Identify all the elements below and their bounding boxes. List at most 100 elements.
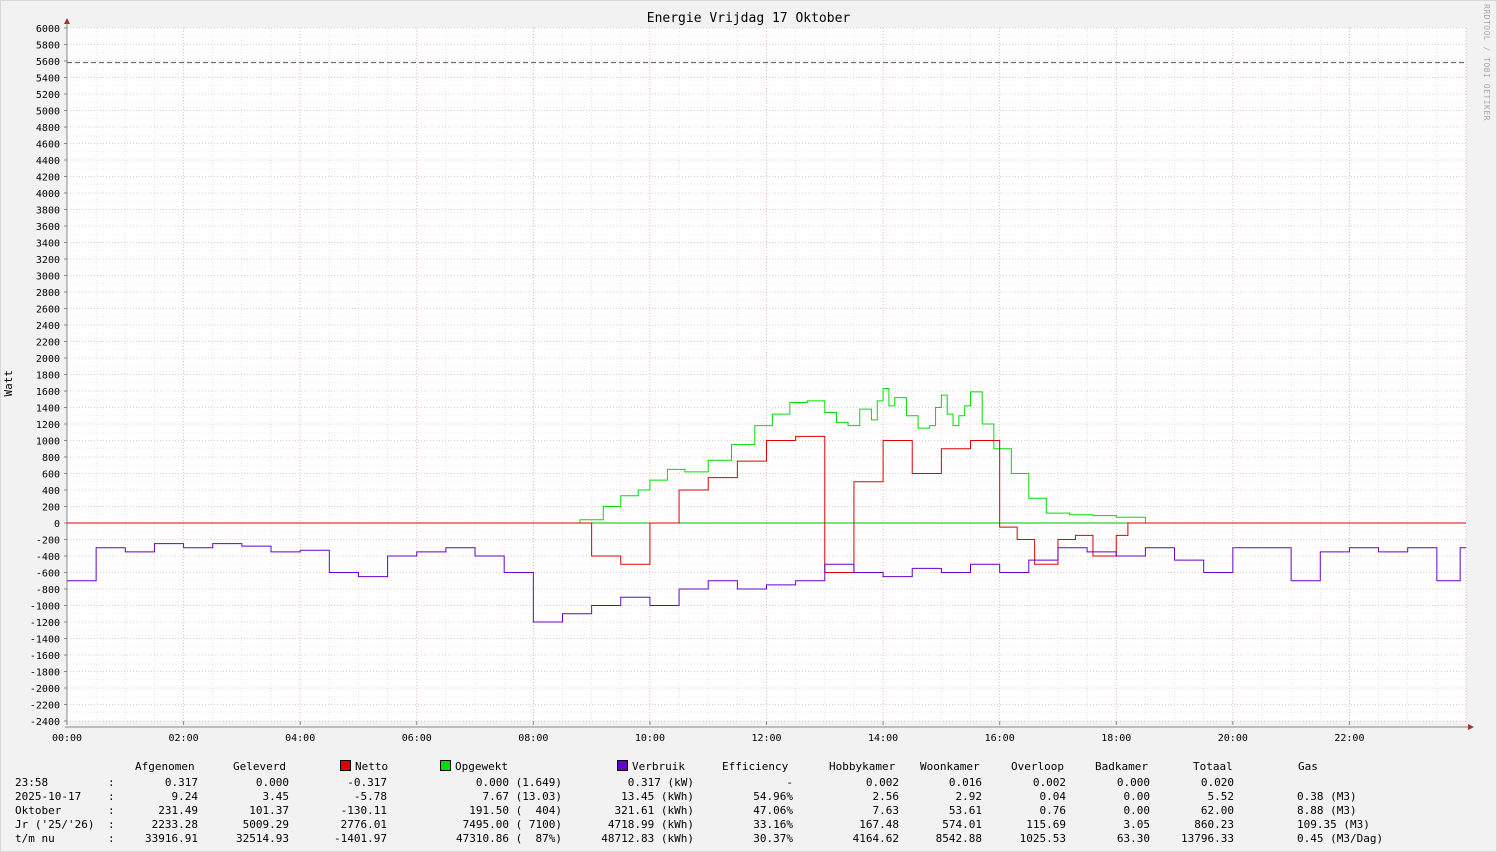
legend-header: Netto — [340, 760, 388, 774]
legend-value: 101.37 — [249, 804, 289, 817]
y-tick-label: 5200 — [36, 90, 60, 101]
y-tick-label: 1200 — [36, 420, 60, 431]
y-tick-label: 4400 — [36, 156, 60, 167]
y-tick-label: -1200 — [30, 618, 60, 629]
y-tick-label: 4000 — [36, 189, 60, 200]
legend-value: 8.88 (M3) — [1297, 804, 1357, 817]
legend-row-label: 2025-10-17 — [15, 790, 82, 803]
legend-header: Efficiency — [722, 760, 789, 773]
legend-header: Totaal — [1193, 760, 1233, 773]
y-tick-label: 600 — [42, 470, 60, 481]
legend-value: 167.48 — [859, 818, 899, 831]
legend-value: 3.05 — [1123, 818, 1151, 831]
legend-value: 33.16% — [753, 818, 793, 831]
y-tick-label: 400 — [42, 486, 60, 497]
legend-value: 7.63 — [872, 804, 900, 817]
legend-swatch-verbruik — [617, 760, 628, 771]
legend-value: - — [786, 776, 793, 789]
legend-value: 0.45 (M3/Dag) — [1297, 832, 1384, 845]
y-tick-label: 2600 — [36, 305, 60, 316]
y-tick-label: 6000 — [36, 24, 60, 35]
series-line-verbruik — [67, 543, 1466, 623]
x-tick-label: 10:00 — [635, 733, 665, 744]
x-tick-label: 08:00 — [518, 733, 548, 744]
y-tick-label: 3000 — [36, 272, 60, 283]
y-tick-label: 1600 — [36, 387, 60, 398]
x-tick-label: 22:00 — [1334, 733, 1364, 744]
x-tick-label: 18:00 — [1101, 733, 1131, 744]
y-tick-label: 1800 — [36, 371, 60, 382]
legend-value: 0.002 — [865, 776, 899, 789]
legend-row-label: Jr ('25/'26) — [15, 818, 95, 831]
y-tick-label: 4600 — [36, 140, 60, 151]
legend-row-label: Oktober — [15, 804, 62, 817]
legend-value: 1025.53 — [1019, 832, 1066, 845]
x-tick-label: 20:00 — [1218, 733, 1248, 744]
legend-value: 0.00 — [1123, 804, 1151, 817]
y-tick-label: 5000 — [36, 107, 60, 118]
y-tick-label: -1400 — [30, 635, 60, 646]
y-tick-label: 0 — [54, 519, 60, 530]
legend-value: 47310.86 ( 87%) — [456, 832, 562, 845]
legend-value: 53.61 — [948, 804, 982, 817]
y-tick-label: 5400 — [36, 74, 60, 85]
legend-header: Overloop — [1011, 760, 1064, 773]
legend-value: 2776.01 — [340, 818, 387, 831]
y-tick-label: 2000 — [36, 354, 60, 365]
x-tick-label: 06:00 — [402, 733, 432, 744]
legend-value: 30.37% — [753, 832, 793, 845]
legend-value: -5.78 — [353, 790, 387, 803]
y-tick-label: 3800 — [36, 206, 60, 217]
x-tick-label: 14:00 — [868, 733, 898, 744]
legend-value: 574.01 — [942, 818, 982, 831]
legend-header: Opgewekt — [440, 760, 508, 774]
legend-value: 0.76 — [1039, 804, 1067, 817]
x-axis-arrow — [1468, 724, 1474, 730]
legend-value: 0.38 (M3) — [1297, 790, 1357, 803]
legend-header: Hobbykamer — [829, 760, 896, 773]
legend-value: -0.317 — [347, 776, 387, 789]
legend-value: 33916.91 — [145, 832, 198, 845]
legend-value: 860.23 — [1194, 818, 1234, 831]
legend-value: 231.49 — [158, 804, 198, 817]
y-axis-arrow — [64, 18, 70, 24]
legend-header: Verbruik — [617, 760, 685, 774]
legend-value: 62.00 — [1200, 804, 1234, 817]
legend-separator: : — [108, 818, 115, 831]
legend-header: Afgenomen — [135, 760, 195, 773]
legend-value: 47.06% — [753, 804, 793, 817]
legend-row-label: t/m nu — [15, 832, 55, 845]
legend-value: 115.69 — [1026, 818, 1066, 831]
y-tick-label: 4800 — [36, 123, 60, 134]
y-tick-label: -800 — [36, 585, 60, 596]
y-tick-label: 5600 — [36, 57, 60, 68]
y-tick-label: 5800 — [36, 41, 60, 52]
legend-value: 5009.29 — [242, 818, 289, 831]
legend-value: 7.67 (13.03) — [482, 790, 562, 803]
legend-value: 0.016 — [948, 776, 982, 789]
y-tick-label: -1600 — [30, 651, 60, 662]
legend-value: 48712.83 (kWh) — [601, 832, 694, 845]
legend-value: 8542.88 — [935, 832, 982, 845]
legend-value: 0.00 — [1123, 790, 1151, 803]
x-tick-label: 00:00 — [52, 733, 82, 744]
y-tick-label: 3200 — [36, 255, 60, 266]
y-tick-label: 4200 — [36, 173, 60, 184]
y-tick-label: -400 — [36, 552, 60, 563]
y-tick-label: 2800 — [36, 288, 60, 299]
legend-value: 0.002 — [1032, 776, 1066, 789]
x-tick-label: 16:00 — [985, 733, 1015, 744]
legend-value: 32514.93 — [236, 832, 289, 845]
legend-value: 2.92 — [955, 790, 983, 803]
legend-value: 191.50 ( 404) — [469, 804, 562, 817]
legend-value: 54.96% — [753, 790, 793, 803]
y-tick-label: -2200 — [30, 701, 60, 712]
x-tick-label: 02:00 — [169, 733, 199, 744]
legend-header: Badkamer — [1095, 760, 1148, 773]
y-tick-label: 3600 — [36, 222, 60, 233]
y-tick-label: 1000 — [36, 437, 60, 448]
legend-value: 9.24 — [171, 790, 199, 803]
legend-separator: : — [108, 776, 115, 789]
legend-swatch-netto — [340, 760, 351, 771]
legend-value: 0.317 — [164, 776, 198, 789]
